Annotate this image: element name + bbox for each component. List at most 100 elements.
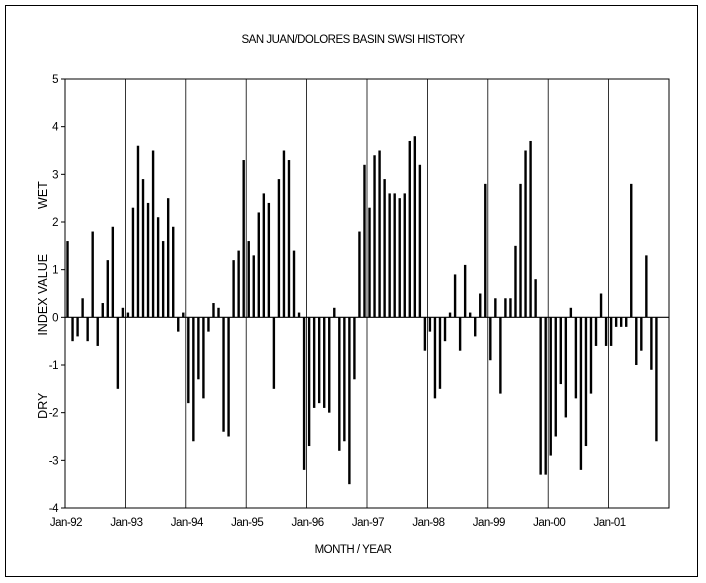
bar xyxy=(182,312,185,318)
bar xyxy=(655,317,658,442)
bar xyxy=(599,293,603,318)
x-tick-label: Jan-94 xyxy=(171,517,204,529)
bar xyxy=(579,317,583,470)
bar xyxy=(177,317,180,332)
bar xyxy=(242,160,245,318)
bar xyxy=(448,312,452,318)
bar xyxy=(574,317,578,399)
bar xyxy=(312,317,316,408)
y-tick-label: 4 xyxy=(52,122,59,134)
bar xyxy=(252,255,255,318)
bar xyxy=(131,207,135,318)
bar xyxy=(423,317,427,351)
bar xyxy=(474,317,477,337)
bar xyxy=(277,179,281,318)
bar xyxy=(111,226,115,318)
y-tick-label: 0 xyxy=(52,312,58,324)
bar xyxy=(484,183,487,318)
bar xyxy=(292,250,296,318)
bar xyxy=(187,317,190,404)
bar xyxy=(504,298,507,318)
x-tick-label: Jan-99 xyxy=(473,517,505,529)
bar xyxy=(76,317,79,337)
chart-title: SAN JUAN/DOLORES BASIN SWSI HISTORY xyxy=(241,34,466,46)
y-tick-label: 3 xyxy=(52,169,58,181)
y-tick-label: 2 xyxy=(52,217,58,229)
bar xyxy=(237,250,240,318)
bar xyxy=(509,298,512,318)
x-tick-label: Jan-96 xyxy=(292,517,324,529)
x-tick-label: Jan-95 xyxy=(231,517,263,529)
x-tick-label: Jan-01 xyxy=(594,517,626,529)
bar xyxy=(172,226,175,318)
bar xyxy=(625,317,628,327)
bar xyxy=(116,317,120,389)
bar xyxy=(96,317,99,346)
bar xyxy=(262,193,266,318)
bar xyxy=(458,317,462,351)
bar xyxy=(333,307,336,318)
bar xyxy=(161,241,165,318)
bar xyxy=(529,140,532,318)
bar xyxy=(86,317,89,342)
bar xyxy=(71,317,74,342)
bar xyxy=(514,245,517,318)
bar xyxy=(564,317,568,418)
bar xyxy=(534,279,537,318)
bar xyxy=(232,260,235,318)
bar xyxy=(126,312,130,318)
x-tick-label: Jan-00 xyxy=(533,517,565,529)
bar xyxy=(297,312,301,318)
bar xyxy=(428,317,432,332)
chart-frame xyxy=(5,5,698,577)
bar xyxy=(81,298,84,318)
bar xyxy=(433,317,437,399)
bar xyxy=(640,317,643,351)
x-axis-label: MONTH / YEAR xyxy=(314,544,392,556)
bar xyxy=(453,274,457,318)
bar xyxy=(368,207,371,318)
bar xyxy=(146,202,150,318)
bar xyxy=(418,164,422,318)
bar xyxy=(398,198,401,318)
bar xyxy=(282,150,286,318)
y-tick-label: -4 xyxy=(49,503,59,515)
bar xyxy=(121,307,125,318)
bar xyxy=(635,317,638,365)
bar xyxy=(499,317,502,394)
bar xyxy=(614,317,618,327)
bar xyxy=(408,140,411,318)
bar xyxy=(549,317,552,456)
bar xyxy=(207,317,210,332)
bar xyxy=(287,160,291,318)
bar xyxy=(609,317,613,346)
bar xyxy=(645,255,648,318)
bar xyxy=(66,241,69,318)
bar xyxy=(247,241,250,318)
bar xyxy=(217,307,220,318)
bar xyxy=(443,317,447,342)
bar xyxy=(343,317,346,442)
bar xyxy=(594,317,598,346)
bar xyxy=(328,317,331,413)
bar xyxy=(604,317,608,346)
bar xyxy=(438,317,442,389)
bar xyxy=(307,317,311,447)
bar xyxy=(151,150,155,318)
bar xyxy=(202,317,205,399)
x-tick-label: Jan-93 xyxy=(110,517,142,529)
bar xyxy=(257,212,260,318)
y-tick-label: -2 xyxy=(49,408,58,420)
bar xyxy=(358,231,361,318)
bar xyxy=(554,317,557,437)
bar xyxy=(106,260,109,318)
bar xyxy=(468,312,472,318)
bar xyxy=(91,231,94,318)
bar xyxy=(569,307,573,318)
bar xyxy=(101,303,104,318)
bar xyxy=(494,298,497,318)
bar xyxy=(619,317,623,327)
y-tick-label: -3 xyxy=(49,455,58,467)
bar xyxy=(348,317,351,485)
